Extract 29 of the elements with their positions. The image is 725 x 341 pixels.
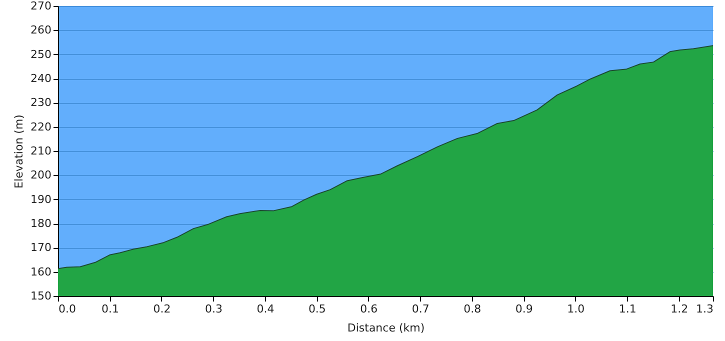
y-tick-label: 210 (30, 144, 52, 158)
x-tick-label: 0.0 (58, 302, 76, 316)
x-tick-label: 0.2 (153, 302, 171, 316)
y-tick-label: 180 (30, 217, 52, 230)
y-tick-label: 170 (30, 241, 52, 254)
y-tick-label: 150 (30, 290, 52, 302)
y-tick-label: 220 (30, 120, 52, 134)
x-tick-label: 0.7 (412, 302, 430, 316)
x-axis-title: Distance (km) (347, 322, 425, 334)
y-axis-title: Elevation (m) (12, 114, 26, 188)
y-tick-label: 200 (30, 168, 52, 182)
y-tick-label: 250 (30, 48, 52, 61)
x-tick-label: 0.3 (204, 302, 222, 316)
x-tick-label: 0.1 (101, 302, 119, 316)
x-tick-label: 0.4 (256, 302, 274, 316)
y-tick-label: 230 (30, 96, 52, 110)
x-tick-label: 0.8 (464, 302, 482, 316)
x-tick-label: 1.1 (618, 302, 636, 316)
y-tick-label: 160 (30, 265, 52, 278)
x-tick-label: 0.5 (308, 302, 326, 316)
x-tick-label: 0.6 (360, 302, 378, 316)
y-tick-label: 190 (30, 192, 52, 206)
y-tick-label: 260 (30, 24, 52, 37)
y-tick-label: 240 (30, 72, 52, 85)
y-tick-label: 270 (30, 0, 52, 12)
x-tick-label: 1.3 (696, 302, 714, 316)
x-tick-label: 1.0 (567, 302, 585, 316)
x-tick-label: 1.2 (670, 302, 688, 316)
x-tick-label: 0.9 (515, 302, 533, 316)
